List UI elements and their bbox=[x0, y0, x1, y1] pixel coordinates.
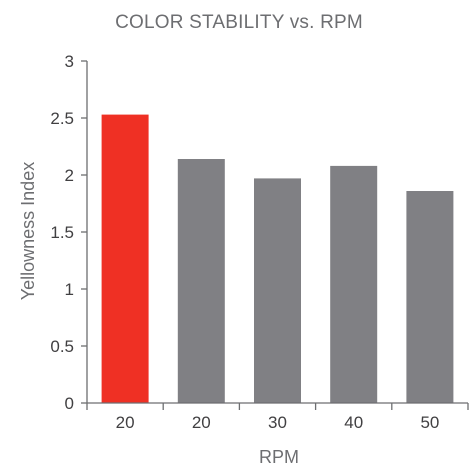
x-axis-label: RPM bbox=[259, 447, 299, 467]
x-tick-label: 50 bbox=[420, 413, 439, 432]
bar-4 bbox=[406, 191, 454, 403]
y-tick-label: 3 bbox=[65, 52, 74, 71]
bar-1 bbox=[177, 159, 225, 403]
x-tick-label: 30 bbox=[268, 413, 287, 432]
bar-2 bbox=[254, 178, 301, 403]
x-tick-label: 20 bbox=[192, 413, 211, 432]
y-tick-label: 0.5 bbox=[50, 337, 74, 356]
y-tick-label: 1.5 bbox=[50, 223, 74, 242]
bars bbox=[101, 114, 454, 403]
y-tick-label: 2.5 bbox=[50, 109, 74, 128]
y-tick-label: 2 bbox=[65, 166, 74, 185]
x-tick-label: 40 bbox=[344, 413, 363, 432]
y-tick-label: 0 bbox=[65, 394, 74, 413]
y-tick-label: 1 bbox=[65, 280, 74, 299]
x-axis-ticks: 20 20 30 40 50 bbox=[86, 403, 469, 432]
y-axis-ticks: 0 0.5 1 1.5 2 2.5 3 bbox=[50, 52, 87, 413]
x-tick-label: 20 bbox=[116, 413, 135, 432]
y-axis-label: Yellowness Index bbox=[18, 162, 38, 300]
chart-title: COLOR STABILITY vs. RPM bbox=[115, 12, 363, 33]
bar-0 bbox=[101, 114, 149, 403]
bar-3 bbox=[330, 165, 378, 403]
